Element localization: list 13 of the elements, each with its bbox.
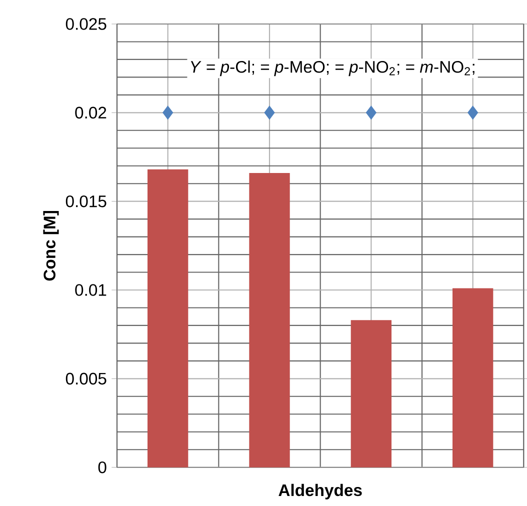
y-tick-label: 0.015 [66, 195, 106, 208]
y-tick-label: 0.025 [66, 18, 106, 30]
y-tick-label: 0.01 [75, 284, 106, 296]
bar [452, 288, 494, 468]
bar [148, 169, 188, 468]
text: Y = p-Cl; = p-MeO; = p-NO$_{2}$; = m-NO$_{2}$; [190, 60, 474, 76]
x-axis-title: Aldehydes [278, 484, 362, 500]
bar [249, 172, 290, 468]
y-tick-label: 0.005 [66, 372, 106, 385]
y-tick-label: 0.02 [75, 106, 106, 119]
y-axis-title: Conc [M] [43, 210, 59, 281]
y-tick-label: 0 [98, 461, 106, 474]
bar [350, 320, 392, 468]
